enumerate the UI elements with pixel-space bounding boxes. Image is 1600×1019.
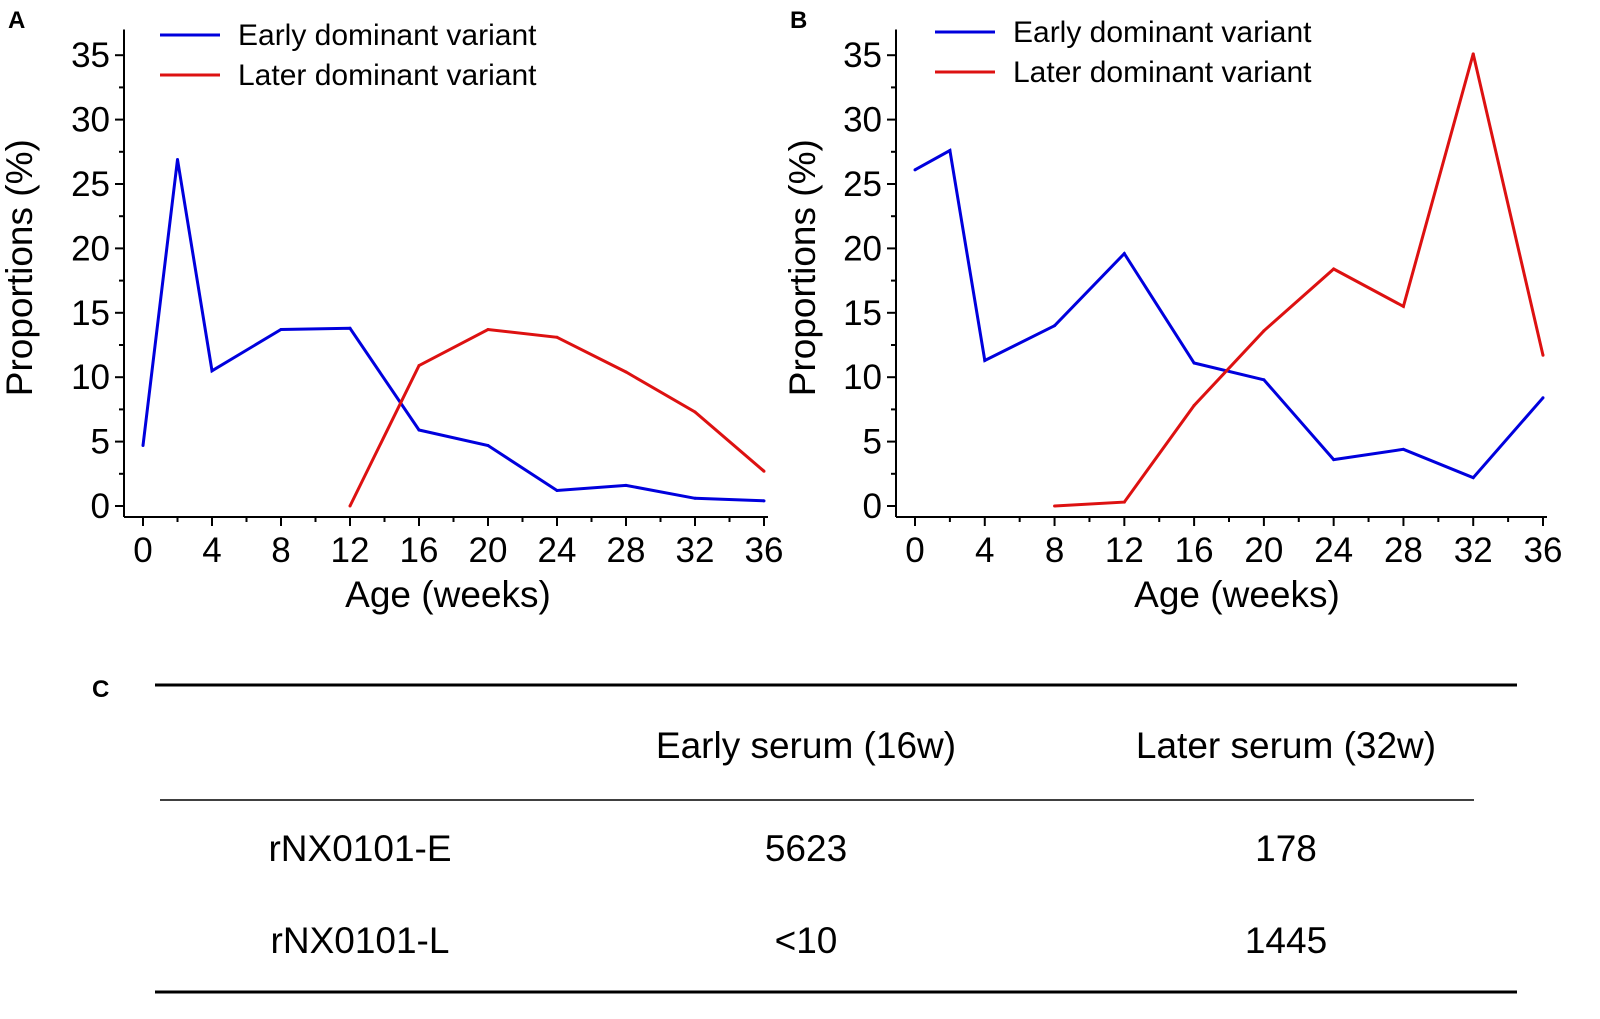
x-axis-title-a: Age (weeks) bbox=[345, 574, 551, 615]
y-axis-title-a: Proportions (%) bbox=[0, 139, 40, 396]
panel-label-b: B bbox=[790, 7, 807, 34]
x-tick-label: 12 bbox=[331, 531, 370, 570]
x-tick-label: 4 bbox=[202, 531, 221, 570]
y-tick-label: 30 bbox=[71, 101, 110, 140]
data-point-early-variant bbox=[176, 158, 179, 162]
data-point-early-variant bbox=[1332, 458, 1336, 462]
y-tick-label: 5 bbox=[91, 423, 110, 462]
x-tick-label: 8 bbox=[271, 531, 290, 570]
x-tick-label: 16 bbox=[1175, 531, 1214, 570]
y-tick-label: 0 bbox=[91, 487, 110, 526]
series-line-later-variant-b bbox=[1054, 53, 1545, 508]
table-header-cell: Later serum (32w) bbox=[1136, 725, 1436, 766]
legend-label-early-variant-a: Early dominant variant bbox=[238, 19, 537, 52]
data-point-early-variant bbox=[486, 443, 490, 447]
data-point-early-variant bbox=[624, 483, 628, 487]
data-point-later-variant bbox=[693, 410, 697, 414]
data-point-early-variant bbox=[1262, 378, 1266, 382]
data-point-early-variant bbox=[913, 168, 917, 172]
y-tick-label: 5 bbox=[863, 423, 882, 462]
data-point-early-variant bbox=[1401, 447, 1405, 451]
table-row-label: rNX0101-L bbox=[271, 920, 450, 961]
table-cell: 1445 bbox=[1245, 920, 1327, 961]
data-point-early-variant bbox=[279, 328, 283, 332]
data-point-later-variant bbox=[1541, 353, 1545, 357]
series-line-early-variant-b bbox=[914, 148, 1545, 480]
panel-label-a: A bbox=[8, 7, 25, 34]
x-tick-label: 24 bbox=[1314, 531, 1353, 570]
x-tick-label: 4 bbox=[975, 531, 994, 570]
x-tick-label: 24 bbox=[538, 531, 577, 570]
y-tick-label: 10 bbox=[843, 358, 882, 397]
y-tick-label: 30 bbox=[843, 101, 882, 140]
table-cell: 178 bbox=[1255, 828, 1317, 869]
data-point-early-variant bbox=[948, 149, 952, 153]
chart-panel-b: 0 5 10 15 20 25 30 35 0 4 8 12 16 20 24 28 32 36 Age (week… bbox=[782, 16, 1562, 615]
data-point-later-variant bbox=[1053, 504, 1057, 508]
data-point-early-variant bbox=[210, 369, 214, 373]
data-point-early-variant bbox=[348, 326, 352, 330]
data-point-early-variant bbox=[1471, 476, 1475, 480]
x-tick-label: 16 bbox=[400, 531, 439, 570]
data-point-early-variant bbox=[693, 496, 697, 500]
data-point-early-variant bbox=[555, 489, 559, 493]
x-axis-title-b: Age (weeks) bbox=[1134, 574, 1340, 615]
table-header-cell: Early serum (16w) bbox=[656, 725, 956, 766]
y-axis-title-b: Proportions (%) bbox=[782, 139, 823, 396]
y-tick-label: 0 bbox=[863, 487, 882, 526]
table-row-label: rNX0101-E bbox=[268, 828, 451, 869]
legend-label-later-variant-b: Later dominant variant bbox=[1013, 56, 1312, 89]
x-tick-label: 12 bbox=[1105, 531, 1144, 570]
panel-label-c: C bbox=[92, 676, 109, 703]
table-cell: 5623 bbox=[765, 828, 847, 869]
data-point-early-variant bbox=[762, 499, 766, 503]
x-tick-label: 0 bbox=[133, 531, 152, 570]
y-tick-label: 35 bbox=[71, 36, 110, 75]
y-tick-label: 35 bbox=[843, 36, 882, 75]
data-point-later-variant bbox=[624, 370, 628, 374]
x-tick-label: 32 bbox=[1454, 531, 1493, 570]
y-tick-label: 15 bbox=[843, 294, 882, 333]
table-cell: <10 bbox=[775, 920, 838, 961]
x-tick-label: 20 bbox=[469, 531, 508, 570]
data-point-later-variant bbox=[417, 364, 421, 368]
data-point-early-variant bbox=[417, 428, 421, 432]
data-point-later-variant bbox=[1401, 304, 1405, 308]
x-tick-label: 32 bbox=[676, 531, 715, 570]
x-tick-label: 28 bbox=[1384, 531, 1423, 570]
data-point-later-variant bbox=[348, 504, 352, 508]
y-tick-label: 10 bbox=[71, 358, 110, 397]
x-tick-label: 36 bbox=[1524, 531, 1563, 570]
y-tick-label: 25 bbox=[71, 165, 110, 204]
x-tick-label: 28 bbox=[607, 531, 646, 570]
chart-panel-a: 0 5 10 15 20 25 30 35 0 4 8 12 16 20 24 28 32 36 Age (week… bbox=[0, 19, 783, 615]
data-point-early-variant bbox=[983, 358, 987, 362]
y-tick-label: 15 bbox=[71, 294, 110, 333]
data-point-later-variant bbox=[1122, 500, 1126, 504]
x-tick-label: 8 bbox=[1045, 531, 1064, 570]
y-tick-label: 25 bbox=[843, 165, 882, 204]
y-tick-label: 20 bbox=[843, 229, 882, 268]
legend-label-later-variant-a: Later dominant variant bbox=[238, 59, 537, 92]
series-line-early-variant-a bbox=[141, 159, 765, 503]
y-tick-label: 20 bbox=[71, 229, 110, 268]
data-point-early-variant bbox=[1192, 361, 1196, 365]
data-point-early-variant bbox=[1122, 252, 1126, 256]
data-point-early-variant bbox=[1541, 396, 1545, 400]
table-panel-c: Early serum (16w) Later serum (32w) rNX010… bbox=[155, 683, 1517, 994]
data-point-later-variant bbox=[486, 328, 490, 332]
data-point-later-variant bbox=[1332, 267, 1336, 271]
x-tick-label: 0 bbox=[905, 531, 924, 570]
data-point-later-variant bbox=[1262, 329, 1266, 333]
data-point-later-variant bbox=[762, 469, 766, 473]
data-point-later-variant bbox=[1192, 404, 1196, 408]
data-point-early-variant bbox=[1053, 324, 1057, 328]
x-tick-label: 36 bbox=[745, 531, 784, 570]
data-point-early-variant bbox=[141, 443, 145, 447]
legend-label-early-variant-b: Early dominant variant bbox=[1013, 16, 1312, 49]
data-point-later-variant bbox=[555, 335, 559, 339]
x-tick-label: 20 bbox=[1244, 531, 1283, 570]
data-point-later-variant bbox=[1471, 52, 1475, 56]
